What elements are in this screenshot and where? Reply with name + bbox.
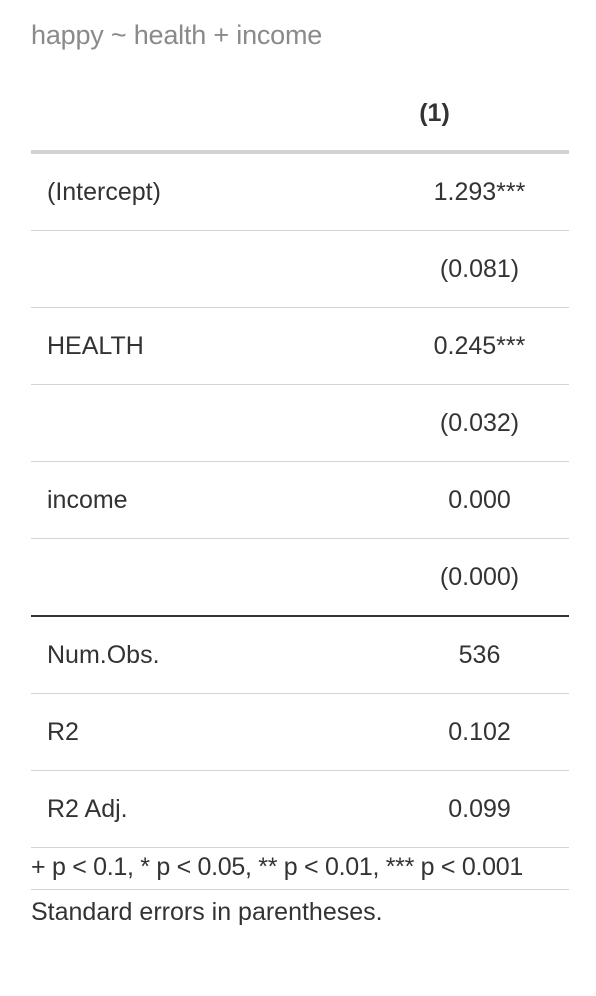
table-row: R2 0.102 (31, 693, 569, 771)
table-row: R2 Adj. 0.099 (31, 770, 569, 848)
table-header-row: (1) (31, 76, 569, 154)
table-caption: happy ~ health + income (31, 20, 323, 50)
row-value: 536 (300, 616, 569, 694)
row-label: income (31, 461, 300, 539)
row-label: Num.Obs. (31, 616, 300, 694)
row-value: (0.000) (300, 538, 569, 617)
row-label: R2 (31, 693, 300, 771)
header-model-cell: (1) (300, 76, 569, 154)
row-label (31, 538, 300, 617)
row-label: R2 Adj. (31, 770, 300, 848)
row-value: 0.102 (300, 693, 569, 771)
row-value: 0.245*** (300, 307, 569, 385)
row-value: 0.000 (300, 461, 569, 539)
row-label (31, 230, 300, 308)
table-notes: + p < 0.1, * p < 0.05, ** p < 0.01, *** … (31, 845, 569, 934)
significance-note: + p < 0.1, * p < 0.05, ** p < 0.01, *** … (31, 845, 569, 890)
regression-table: (1) (Intercept) 1.293*** (0.081) HEALTH … (31, 76, 569, 848)
table-row: (0.032) (31, 384, 569, 462)
table-row: HEALTH 0.245*** (31, 307, 569, 385)
table-row: (Intercept) 1.293*** (31, 152, 569, 231)
row-value: (0.081) (300, 230, 569, 308)
table-row: Num.Obs. 536 (31, 616, 569, 694)
header-label-cell (31, 76, 300, 154)
row-value: 1.293*** (300, 152, 569, 231)
standard-errors-note: Standard errors in parentheses. (31, 898, 383, 926)
table-row: income 0.000 (31, 461, 569, 539)
row-label: (Intercept) (31, 152, 300, 231)
row-value: 0.099 (300, 770, 569, 848)
row-value: (0.032) (300, 384, 569, 462)
row-label: HEALTH (31, 307, 300, 385)
row-label (31, 384, 300, 462)
table-row: (0.000) (31, 538, 569, 617)
table-row: (0.081) (31, 230, 569, 308)
